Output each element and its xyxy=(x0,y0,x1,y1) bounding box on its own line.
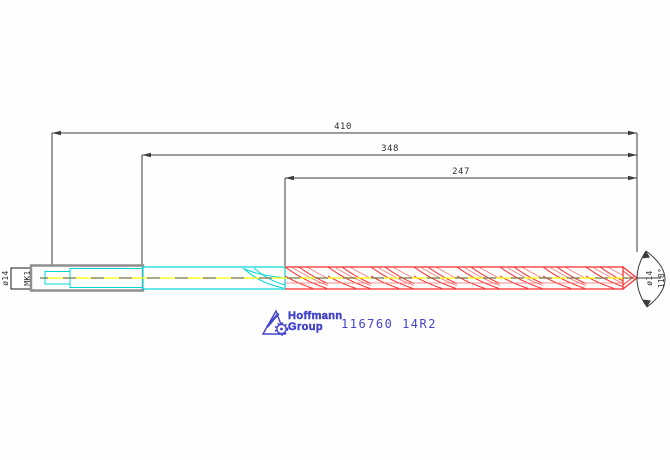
dimension-lines xyxy=(51,132,638,266)
brand-name-line2: Group xyxy=(288,321,323,334)
dim-label-taper-size: MK1 xyxy=(23,270,32,286)
part-number: 116760 14R2 xyxy=(341,317,437,331)
brand-name-line1: Hoffmann xyxy=(288,310,343,323)
dim-label-shank-diameter: ø14 xyxy=(1,270,10,286)
dim-label-length-to-shank: 348 xyxy=(377,144,403,154)
dim-label-tip-diameter: ø14 xyxy=(645,270,654,286)
dimension-arrowheads xyxy=(52,130,637,181)
dim-label-flute-length: 247 xyxy=(448,167,474,177)
point-angle-arrowheads xyxy=(641,251,651,307)
dim-label-overall-length: 410 xyxy=(330,122,356,132)
hoffmann-logo-icon xyxy=(261,309,289,336)
dim-label-point-angle: 118° xyxy=(657,267,666,289)
